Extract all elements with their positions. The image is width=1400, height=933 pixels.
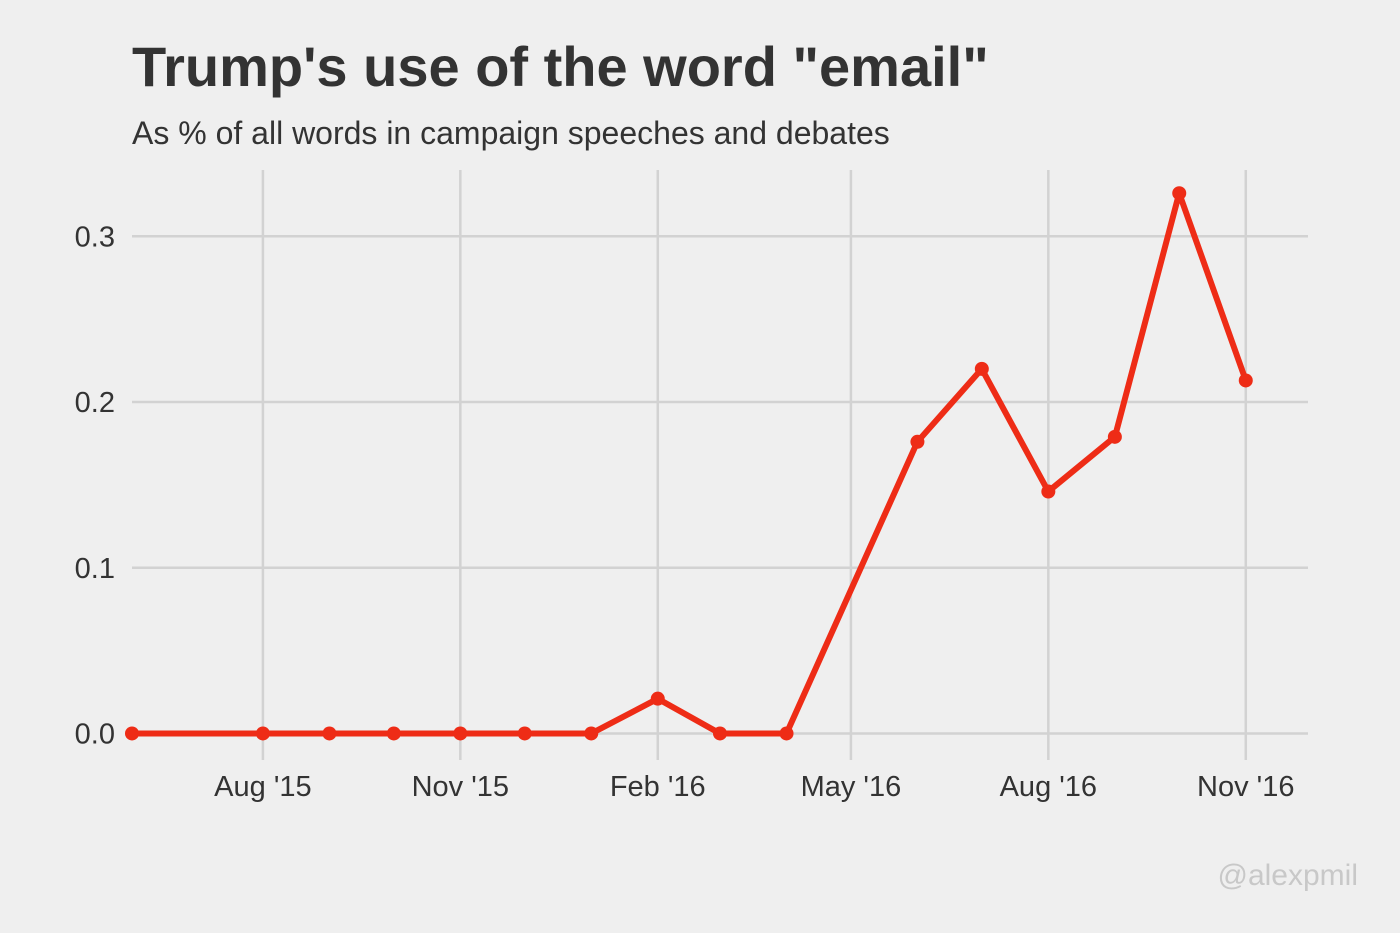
y-tick-label: 0.2 bbox=[75, 387, 115, 419]
data-point bbox=[975, 362, 989, 376]
data-point bbox=[256, 726, 270, 740]
y-tick-label: 0.0 bbox=[75, 718, 115, 750]
data-point bbox=[322, 726, 336, 740]
data-point bbox=[387, 726, 401, 740]
data-point bbox=[584, 726, 598, 740]
x-tick-label: Feb '16 bbox=[610, 771, 706, 803]
data-point bbox=[651, 692, 665, 706]
x-tick-label: Nov '15 bbox=[412, 771, 509, 803]
x-tick-label: May '16 bbox=[801, 771, 902, 803]
data-point bbox=[1041, 485, 1055, 499]
data-point bbox=[125, 726, 139, 740]
data-point bbox=[1172, 186, 1186, 200]
data-point bbox=[453, 726, 467, 740]
author-credit: @alexpmil bbox=[1218, 859, 1359, 893]
y-axis-tick-labels: 0.0 0.1 0.2 0.3 bbox=[75, 221, 115, 750]
x-tick-label: Aug '15 bbox=[214, 771, 311, 803]
data-point bbox=[910, 435, 924, 449]
data-point bbox=[1108, 430, 1122, 444]
data-point bbox=[780, 726, 794, 740]
x-tick-label: Nov '16 bbox=[1197, 771, 1294, 803]
y-tick-label: 0.1 bbox=[75, 553, 115, 585]
x-tick-label: Aug '16 bbox=[1000, 771, 1097, 803]
data-point bbox=[518, 726, 532, 740]
x-axis-tick-labels: Aug '15 Nov '15 Feb '16 May '16 Aug '16 Nov '… bbox=[214, 771, 1294, 803]
y-tick-label: 0.3 bbox=[75, 221, 115, 253]
data-point bbox=[1239, 373, 1253, 387]
plot-panel bbox=[132, 170, 1308, 760]
data-point bbox=[713, 726, 727, 740]
